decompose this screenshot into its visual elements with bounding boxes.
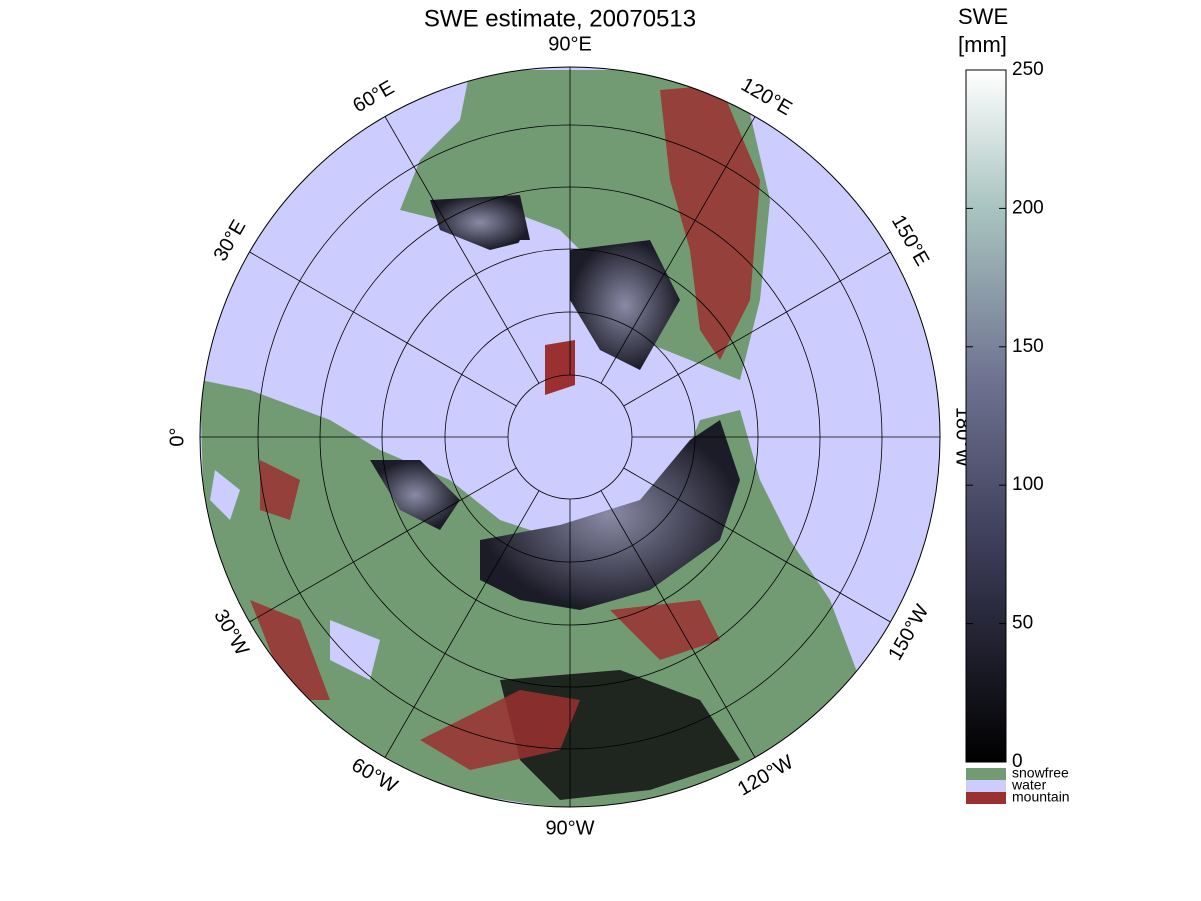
longitude-label: 90°E	[548, 33, 592, 55]
meridian	[623, 467, 891, 623]
mountain-area	[660, 85, 760, 360]
tick-label: 0	[1012, 751, 1023, 772]
longitude-label: 60°E	[349, 76, 398, 117]
legend-label: mountain	[1012, 789, 1070, 805]
legend-label: water	[1011, 777, 1047, 793]
bay	[500, 240, 570, 300]
lake	[210, 470, 380, 680]
mountain-area	[545, 340, 575, 395]
mountain-area	[250, 460, 720, 770]
tick-label: 200	[1012, 197, 1044, 218]
title: SWE estimate, 20070513	[424, 5, 696, 32]
meridian	[249, 251, 517, 407]
snow-area	[570, 240, 680, 370]
tick-label: 150	[1012, 336, 1044, 357]
longitude-label: 30°E	[209, 216, 250, 265]
meridian	[384, 490, 540, 758]
meridian	[623, 251, 891, 407]
legend-label: snowfree	[1012, 765, 1069, 781]
longitude-label: 90°W	[545, 817, 594, 839]
tick-label: 50	[1012, 613, 1033, 634]
graticule	[199, 66, 941, 808]
snow-area	[480, 420, 740, 610]
legend-swatch	[966, 768, 1006, 780]
meridian	[384, 116, 540, 384]
colorbar-label: [mm]	[958, 32, 1007, 57]
longitude-label: 0°	[166, 427, 188, 446]
colorbar-label: SWE	[958, 4, 1008, 29]
snow-area	[370, 460, 460, 530]
meridian	[249, 467, 517, 623]
colorbar: SWE [mm] 0 50 100 150 200 250 snowfreewatermou…	[958, 4, 1070, 805]
meridian	[600, 116, 756, 384]
colorbar-scale	[965, 69, 1007, 763]
meridian	[600, 490, 756, 758]
tick-label: 100	[1012, 474, 1044, 495]
legend-swatch	[966, 780, 1006, 792]
map	[200, 67, 940, 807]
tick-label: 250	[1012, 59, 1044, 80]
snow-area	[430, 195, 530, 250]
legend-swatch	[966, 792, 1006, 804]
